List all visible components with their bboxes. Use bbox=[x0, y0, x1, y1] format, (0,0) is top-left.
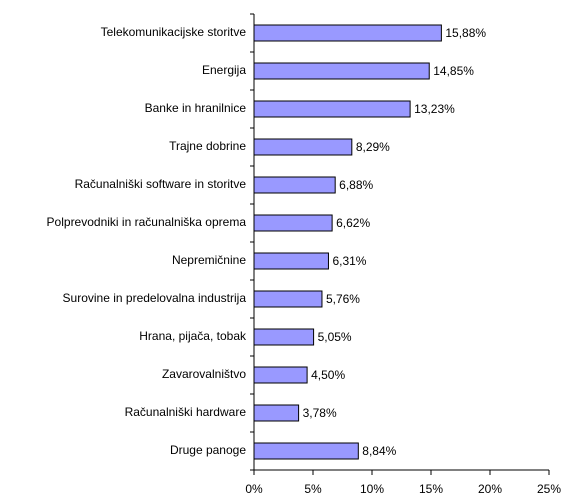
bar bbox=[253, 214, 333, 232]
value-label: 6,31% bbox=[332, 254, 366, 268]
value-label: 4,50% bbox=[311, 368, 345, 382]
x-tick-label: 20% bbox=[478, 482, 502, 496]
bar bbox=[253, 290, 323, 308]
value-label: 8,84% bbox=[362, 444, 396, 458]
bar bbox=[253, 442, 359, 460]
y-tick-label: Zavarovalništvo bbox=[162, 367, 246, 381]
value-label: 6,88% bbox=[339, 178, 373, 192]
bar bbox=[253, 366, 308, 384]
value-label: 13,23% bbox=[414, 102, 455, 116]
y-tick-label: Nepremičnine bbox=[172, 253, 246, 267]
y-tick-label: Polprevodniki in računalniška oprema bbox=[47, 215, 247, 229]
y-tick-label: Računalniški software in storitve bbox=[75, 177, 247, 191]
bar bbox=[253, 62, 430, 80]
x-tick-label: 15% bbox=[419, 482, 443, 496]
value-label: 5,05% bbox=[318, 330, 352, 344]
y-tick-label: Energija bbox=[202, 63, 246, 77]
x-tick-label: 5% bbox=[304, 482, 322, 496]
x-tick-label: 25% bbox=[537, 482, 561, 496]
bar bbox=[253, 328, 315, 346]
y-tick-label: Trajne dobrine bbox=[169, 139, 246, 153]
value-label: 5,76% bbox=[326, 292, 360, 306]
value-label: 8,29% bbox=[356, 140, 390, 154]
y-tick-label: Telekomunikacijske storitve bbox=[101, 25, 247, 39]
x-tick-label: 0% bbox=[245, 482, 263, 496]
y-tick-label: Računalniški hardware bbox=[125, 405, 247, 419]
x-tick-label: 10% bbox=[360, 482, 384, 496]
bar bbox=[253, 138, 353, 156]
bar bbox=[253, 24, 442, 42]
y-tick-label: Banke in hranilnice bbox=[145, 101, 247, 115]
bar bbox=[253, 176, 336, 194]
value-label: 14,85% bbox=[433, 64, 474, 78]
bar bbox=[253, 252, 329, 270]
y-tick-label: Surovine in predelovalna industrija bbox=[63, 291, 247, 305]
value-label: 15,88% bbox=[445, 26, 486, 40]
y-tick-label: Hrana, pijača, tobak bbox=[139, 329, 247, 343]
bar bbox=[253, 404, 300, 422]
value-label: 6,62% bbox=[336, 216, 370, 230]
bar bbox=[253, 100, 411, 118]
value-label: 3,78% bbox=[303, 406, 337, 420]
y-tick-label: Druge panoge bbox=[170, 443, 246, 457]
